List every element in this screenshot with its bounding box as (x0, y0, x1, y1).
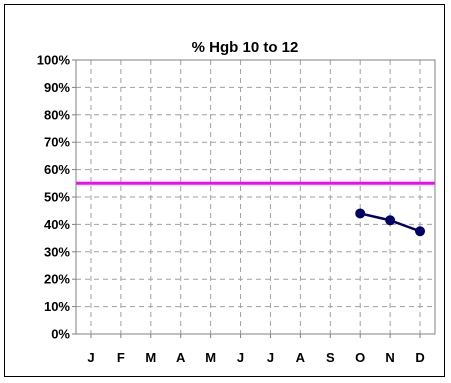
x-tick-label: D (415, 350, 424, 365)
y-tick-label: 70% (44, 135, 70, 150)
x-tick-label: M (145, 350, 156, 365)
x-tick-label: F (117, 350, 125, 365)
x-tick-label: O (355, 350, 365, 365)
plot-area (75, 59, 436, 335)
y-tick-label: 40% (44, 217, 70, 232)
data-point (415, 226, 426, 237)
series-group (355, 208, 426, 237)
y-tick-label: 50% (44, 190, 70, 205)
x-tick-label: J (87, 350, 94, 365)
x-tick-label: J (237, 350, 244, 365)
y-tick-label: 80% (44, 107, 70, 122)
y-tick-label: 0% (51, 327, 70, 342)
data-point (385, 215, 396, 226)
x-tick-label: J (267, 350, 274, 365)
chart-grid (76, 59, 435, 335)
y-axis-ticks: 0% 10% 20% 30% 40% 50% 60% 70% 80% 90% 100% (37, 53, 76, 342)
x-tick-label: A (296, 350, 306, 365)
x-tick-label: S (326, 350, 335, 365)
chart-title: % Hgb 10 to 12 (192, 39, 299, 56)
y-tick-label: 60% (44, 162, 70, 177)
chart-frame (4, 4, 445, 377)
y-tick-label: 30% (44, 244, 70, 259)
y-tick-label: 100% (37, 53, 71, 68)
y-tick-label: 90% (44, 80, 70, 95)
x-tick-label: M (205, 350, 216, 365)
x-tick-label: A (176, 350, 186, 365)
data-point (355, 208, 366, 219)
x-tick-label: N (385, 350, 394, 365)
y-tick-label: 10% (44, 299, 70, 314)
y-tick-label: 20% (44, 272, 70, 287)
